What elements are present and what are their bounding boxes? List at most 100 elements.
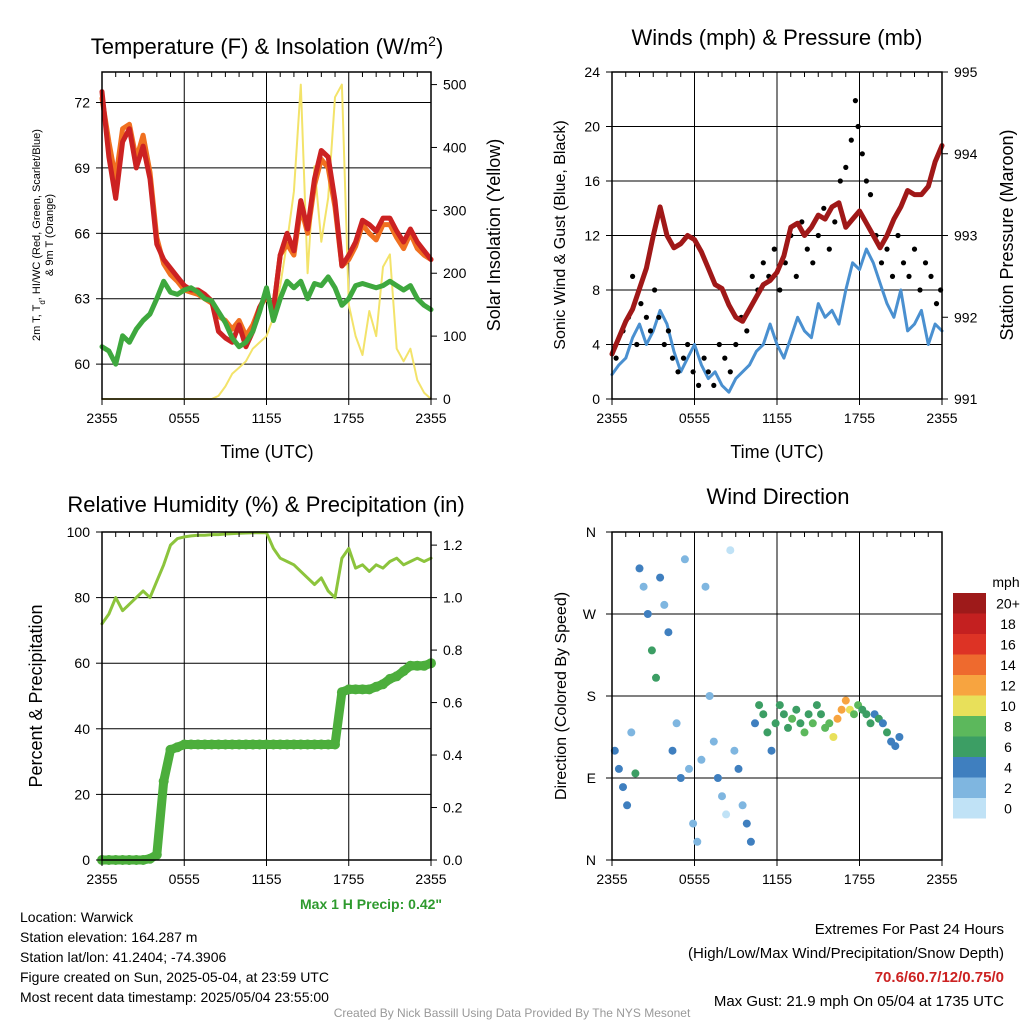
precip-point <box>261 739 272 750</box>
gust-point <box>933 301 940 307</box>
direction-point <box>656 573 665 582</box>
direction-point <box>775 701 784 710</box>
gust-point <box>843 164 849 170</box>
humidity-axes: 2355 0555 1155 1755 2355 0 20 40 60 80 100 0.0 0.2 0.… <box>67 524 463 887</box>
winds-ylabel-left: Sonic Wind & Gust (Blue, Black) <box>552 120 569 349</box>
direction-point <box>726 546 735 555</box>
temperature-ytick-label: 66 <box>74 225 90 241</box>
precip-point <box>330 739 340 750</box>
max-gust: Max Gust: 21.9 mph On 05/04 at 1735 UTC <box>713 993 1004 1010</box>
temperature-ytick-right-label: 100 <box>443 328 467 344</box>
winds-xlabel: Time (UTC) <box>730 442 823 462</box>
direction-point <box>722 810 731 819</box>
gust-point <box>675 369 681 375</box>
direction-ytick-label: N <box>586 524 596 540</box>
max-precip-label: Max 1 H Precip: 0.42" <box>300 896 443 912</box>
humidity-ytick-label: 0 <box>82 852 90 868</box>
gust-point <box>922 260 929 266</box>
direction-series <box>610 546 904 846</box>
humidity-ytick-label: 40 <box>74 721 90 737</box>
legend-swatch <box>953 613 986 634</box>
direction-point <box>755 701 764 710</box>
direction-point <box>635 564 644 573</box>
gust-point <box>661 341 667 348</box>
direction-point <box>746 837 755 846</box>
precip-point <box>398 666 409 677</box>
winds-ytick-right-label: 993 <box>954 228 978 244</box>
legend-label: 4 <box>1004 759 1012 775</box>
direction-point <box>689 819 698 828</box>
gust-point <box>793 273 799 279</box>
direction-point <box>800 728 809 737</box>
direction-point <box>841 696 850 705</box>
direction-point <box>668 746 677 755</box>
direction-point <box>812 701 821 710</box>
direction-point <box>660 600 669 609</box>
legend-swatch <box>953 634 986 655</box>
direction-ytick-label: W <box>583 606 597 622</box>
direction-point <box>796 719 805 728</box>
humidity-ytick-right-label: 0.8 <box>443 642 463 658</box>
direction-point <box>730 746 739 755</box>
humidity-title: Relative Humidity (%) & Precipitation (i… <box>67 492 464 517</box>
gust-point <box>716 341 722 348</box>
gust-point <box>884 246 890 252</box>
temperature-ylabel-right: Solar Insolation (Yellow) <box>484 139 504 331</box>
speed-legend: 20+ 18 16 14 12 10 8 6 4 2 0 <box>953 593 1020 819</box>
temperature-series <box>99 83 434 400</box>
direction-point <box>804 710 813 719</box>
precip-point <box>405 660 416 671</box>
direction-point <box>705 692 714 700</box>
gust-point <box>722 355 728 361</box>
temperature-xtick-label: 1755 <box>333 410 364 426</box>
direction-point <box>697 755 706 764</box>
temperature-ytick-right-label: 0 <box>443 391 451 407</box>
direction-title: Wind Direction <box>706 484 849 509</box>
extremes-values: 70.6/60.7/12/0.75/0 <box>874 969 1004 986</box>
temperature-xtick-label: 2355 <box>415 410 446 426</box>
temperature-ylabel-left-2: & 9m T (Orange) <box>44 194 56 276</box>
figure-created: Figure created on Sun, 2025-05-04, at 23… <box>20 969 329 985</box>
humidity-xtick-label: 1155 <box>251 871 281 887</box>
gust-point <box>744 328 750 334</box>
direction-point <box>734 764 743 773</box>
humidity-ytick-right-label: 1.0 <box>443 590 463 606</box>
legend-swatch <box>953 777 986 798</box>
legend-label: 0 <box>1004 800 1012 816</box>
gust-point <box>680 355 687 361</box>
precip-point <box>240 739 251 750</box>
temperature-ytick-label: 72 <box>74 95 90 111</box>
gust-point <box>643 314 650 320</box>
precip-point <box>316 739 327 750</box>
gust-point <box>711 382 717 388</box>
direction-point <box>833 714 842 723</box>
direction-point <box>709 737 718 746</box>
precip-point <box>213 739 224 750</box>
station-latlon: Station lat/lon: 41.2404; -74.3906 <box>20 949 227 965</box>
gust-point <box>638 301 644 307</box>
legend-label: 6 <box>1004 739 1012 755</box>
winds-panel: Winds (mph) & Pressure (mb) 2355 0555 1155… <box>552 25 1017 462</box>
direction-point <box>652 673 660 682</box>
winds-ytick-right-label: 991 <box>954 391 978 407</box>
direction-point <box>891 742 900 751</box>
extremes-subheading: (High/Low/Max Wind/Precipitation/Snow De… <box>688 945 1004 962</box>
direction-point <box>878 719 887 728</box>
legend-swatch <box>953 654 986 675</box>
winds-ytick-right-label: 992 <box>954 309 978 325</box>
direction-point <box>614 764 623 773</box>
winds-axes: 2355 0555 1155 1755 2355 0 4 8 12 16 20 24 991 992 993… <box>584 64 977 426</box>
humidity-ytick-right-label: 0.0 <box>443 852 463 868</box>
gust-point <box>900 260 907 266</box>
temperature-xtick-label: 2355 <box>86 410 117 426</box>
series-td <box>99 274 434 367</box>
precip-point <box>158 776 169 787</box>
legend-label: 20+ <box>996 595 1020 611</box>
direction-point <box>850 710 858 719</box>
precip-point <box>275 739 286 750</box>
direction-point <box>763 728 772 737</box>
direction-point <box>631 769 640 778</box>
precip-point <box>288 739 299 750</box>
